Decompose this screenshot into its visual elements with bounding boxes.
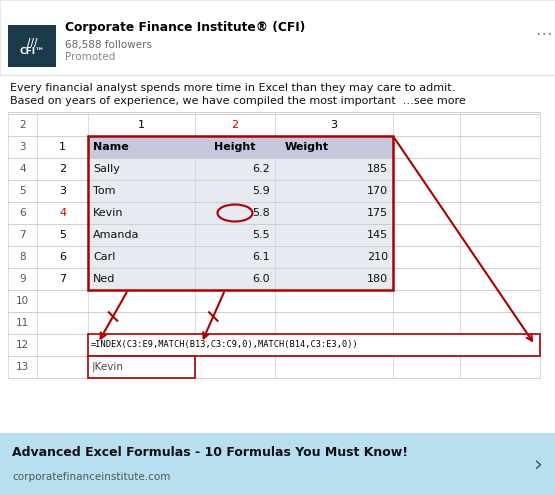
Text: 3: 3 [330, 120, 337, 130]
Bar [8, 25, 56, 67]
Text: Kevin: Kevin [93, 208, 124, 218]
Text: 4: 4 [19, 164, 26, 174]
Bar [88, 356, 195, 378]
Bar [88, 136, 393, 290]
Text: 2: 2 [59, 164, 66, 174]
Text: 6: 6 [59, 252, 66, 262]
Text: 10: 10 [16, 296, 29, 306]
Text: 1: 1 [59, 142, 66, 152]
Text: 5.5: 5.5 [253, 230, 270, 240]
Text: 2: 2 [19, 120, 26, 130]
Text: 7: 7 [19, 230, 26, 240]
Text: 9: 9 [19, 274, 26, 284]
Text: 11: 11 [16, 318, 29, 328]
Text: 5: 5 [59, 230, 66, 240]
Text: Height: Height [214, 142, 256, 152]
Text: 5.8: 5.8 [253, 208, 270, 218]
Text: 180: 180 [367, 274, 388, 284]
Text: 145: 145 [367, 230, 388, 240]
Text: Ned: Ned [93, 274, 115, 284]
Text: Every financial analyst spends more time in Excel than they may care to admit.: Every financial analyst spends more time… [10, 83, 455, 93]
Text: Sally: Sally [93, 164, 120, 174]
Bar [0, 0, 555, 75]
Bar [8, 112, 540, 400]
Text: 3: 3 [59, 186, 66, 196]
Text: 68,588 followers: 68,588 followers [65, 40, 152, 50]
Text: Advanced Excel Formulas - 10 Formulas You Must Know!: Advanced Excel Formulas - 10 Formulas Yo… [12, 446, 408, 459]
Text: 8: 8 [19, 252, 26, 262]
Bar [88, 136, 393, 158]
Text: 5.9: 5.9 [253, 186, 270, 196]
Text: Amanda: Amanda [93, 230, 139, 240]
Text: Based on years of experience, we have compiled the most important  …see more: Based on years of experience, we have co… [10, 96, 466, 106]
Text: 2: 2 [231, 120, 239, 130]
Bar [88, 136, 393, 290]
Text: ///: /// [27, 38, 37, 48]
Text: Tom: Tom [93, 186, 115, 196]
Text: 210: 210 [367, 252, 388, 262]
Text: ⋯: ⋯ [534, 25, 551, 43]
Text: Promoted: Promoted [65, 52, 115, 62]
Text: 6.2: 6.2 [253, 164, 270, 174]
Text: 6.0: 6.0 [253, 274, 270, 284]
Text: |Kevin: |Kevin [92, 362, 124, 372]
Text: =INDEX(C3:E9,MATCH(B13,C3:C9,0),MATCH(B14,C3:E3,0)): =INDEX(C3:E9,MATCH(B13,C3:C9,0),MATCH(B1… [91, 341, 359, 349]
Text: ›: › [533, 454, 542, 474]
Text: 13: 13 [16, 362, 29, 372]
Bar [88, 334, 540, 356]
Text: CFI™: CFI™ [19, 47, 44, 55]
Text: 1: 1 [138, 120, 145, 130]
Text: 4: 4 [59, 208, 66, 218]
Text: 5: 5 [19, 186, 26, 196]
Text: 3: 3 [19, 142, 26, 152]
Text: 6: 6 [19, 208, 26, 218]
Text: Weight: Weight [285, 142, 329, 152]
Text: 170: 170 [367, 186, 388, 196]
Text: Name: Name [93, 142, 129, 152]
Bar [0, 433, 555, 495]
Text: Carl: Carl [93, 252, 115, 262]
Text: Corporate Finance Institute® (CFI): Corporate Finance Institute® (CFI) [65, 21, 305, 34]
Text: 12: 12 [16, 340, 29, 350]
Text: corporatefinanceinstitute.com: corporatefinanceinstitute.com [12, 472, 170, 482]
Text: 7: 7 [59, 274, 66, 284]
Text: 6.1: 6.1 [253, 252, 270, 262]
Text: 185: 185 [367, 164, 388, 174]
Text: 175: 175 [367, 208, 388, 218]
